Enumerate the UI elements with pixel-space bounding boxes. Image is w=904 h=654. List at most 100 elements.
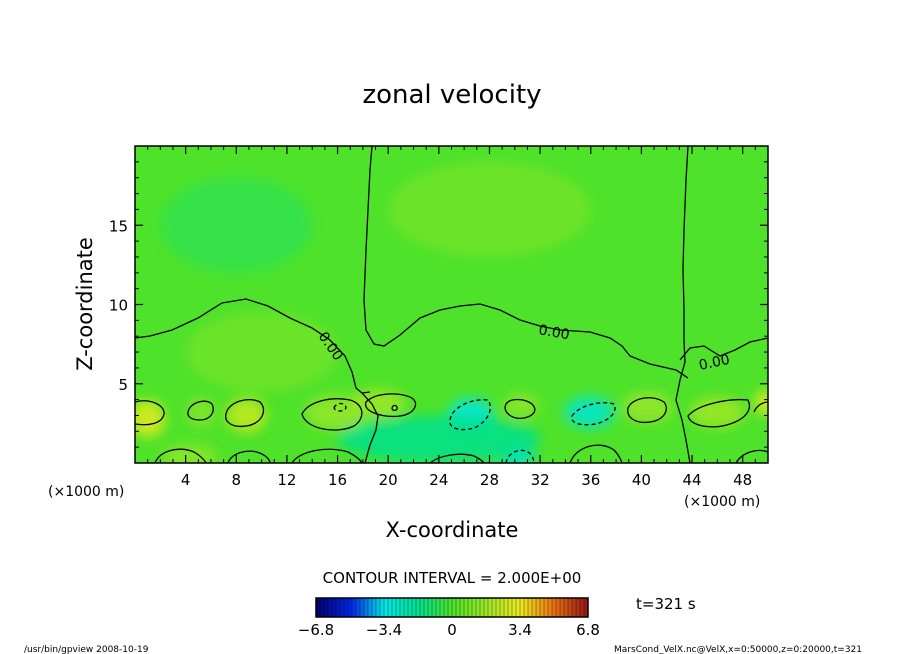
field-anomaly-9	[564, 396, 615, 429]
colorbar-step	[472, 598, 477, 617]
footer-right: MarsCond_VelX.nc@VelX,x=0:50000,z=0:2000…	[614, 645, 862, 654]
colorbar-step	[584, 598, 589, 617]
colorbar-step	[560, 598, 565, 617]
colorbar-step	[440, 598, 445, 617]
colorbar-step	[416, 598, 421, 617]
contour-loop-1	[135, 400, 165, 426]
x-tick-label: 48	[733, 471, 752, 489]
x-tick-label: 20	[379, 471, 398, 489]
colorbar-step	[464, 598, 469, 617]
x-tick-label: 28	[480, 471, 499, 489]
colorbar-step	[508, 598, 513, 617]
chart-title: zonal velocity	[362, 80, 541, 110]
contour-loop-9	[154, 448, 207, 463]
plot-area: 0.00 0.00 0.00	[135, 146, 768, 463]
colorbar-frame	[315, 597, 589, 618]
colorbar-step	[392, 598, 397, 617]
colorbar-step	[568, 598, 573, 617]
zero-contour-right-upper	[679, 337, 768, 361]
field-anomaly-17	[337, 415, 541, 463]
field-anomaly-13	[755, 390, 768, 416]
x-tick-label: 12	[277, 471, 296, 489]
colorbar-tick-label: 0	[447, 621, 457, 639]
x-tick-label: 24	[429, 471, 448, 489]
colorbar-step	[368, 598, 373, 617]
colorbar-step	[536, 598, 541, 617]
colorbar-step	[356, 598, 361, 617]
x-tick-label: 8	[232, 471, 242, 489]
contour-loop-6	[504, 398, 536, 419]
colorbar-step	[476, 598, 481, 617]
colorbar-step	[460, 598, 465, 617]
colorbar-step	[400, 598, 405, 617]
colorbar-step	[336, 598, 341, 617]
colorbar-step	[328, 598, 333, 617]
colorbar-step	[480, 598, 485, 617]
x-tick-label: 36	[581, 471, 600, 489]
colorbar-step	[384, 598, 389, 617]
colorbar-step	[408, 598, 413, 617]
field-anomaly-4	[161, 443, 218, 463]
colorbar-step	[360, 598, 365, 617]
x-tick-label: 32	[531, 471, 550, 489]
time-label: t=321 s	[636, 595, 696, 613]
negative-contour-4	[333, 402, 347, 412]
x-tick-label: 44	[682, 471, 701, 489]
field-anomaly-11	[622, 391, 674, 424]
contour-loop-5	[365, 393, 417, 418]
colorbar-step	[420, 598, 425, 617]
colorbar-step	[404, 598, 409, 617]
contour-label-2: 0.00	[537, 322, 570, 343]
zero-contour-lower-center	[361, 392, 379, 463]
field-anomaly-14	[185, 312, 338, 392]
colorbar-step	[332, 598, 337, 617]
colorbar-step	[364, 598, 369, 617]
colorbar-step	[496, 598, 501, 617]
colorbar-step	[456, 598, 461, 617]
colorbar-step	[436, 598, 441, 617]
field-anomaly-15	[388, 161, 591, 257]
colorbar-step	[448, 598, 453, 617]
colorbar-step	[540, 598, 545, 617]
negative-contour-2	[571, 402, 616, 426]
colorbar-step	[512, 598, 517, 617]
colorbar-step	[484, 598, 489, 617]
colorbar-step	[348, 598, 353, 617]
colorbar-step	[340, 598, 345, 617]
colorbar-step	[572, 598, 577, 617]
contour-loop-8	[687, 398, 751, 428]
colorbar-step	[452, 598, 457, 617]
colorbar-step	[532, 598, 537, 617]
footer-left: /usr/bin/gpview 2008-10-19	[24, 645, 149, 654]
colorbar-step	[580, 598, 585, 617]
colorbar-step	[548, 598, 553, 617]
colorbar-step	[352, 598, 357, 617]
colorbar-step	[344, 598, 349, 617]
x-tick-label: 4	[181, 471, 191, 489]
colorbar	[315, 598, 589, 617]
colorbar-step	[388, 598, 393, 617]
colorbar-step	[396, 598, 401, 617]
colorbar-step	[320, 598, 325, 617]
colorbar-step	[556, 598, 561, 617]
contour-loop-2	[187, 400, 214, 421]
y-axis-label: Z-coordinate	[73, 237, 97, 371]
field-anomaly-3	[226, 398, 267, 433]
colorbar-step	[488, 598, 493, 617]
field-anomaly-6	[350, 388, 406, 418]
negative-contour-3	[505, 449, 535, 463]
colorbar-tick-label: −6.8	[298, 621, 334, 639]
x-unit-left: (×1000 m)	[48, 484, 124, 500]
x-tick-label: 16	[328, 471, 347, 489]
colorbar-step	[576, 598, 581, 617]
contour-loop-4	[301, 398, 363, 431]
field-anomaly-12	[689, 396, 746, 429]
colorbar-step	[544, 598, 549, 617]
colorbar-step	[492, 598, 497, 617]
contour-loop-3	[225, 399, 265, 428]
colorbar-step	[520, 598, 525, 617]
colorbar-step	[444, 598, 449, 617]
field-anomaly-16	[160, 177, 313, 273]
x-unit-right: (×1000 m)	[684, 494, 760, 510]
